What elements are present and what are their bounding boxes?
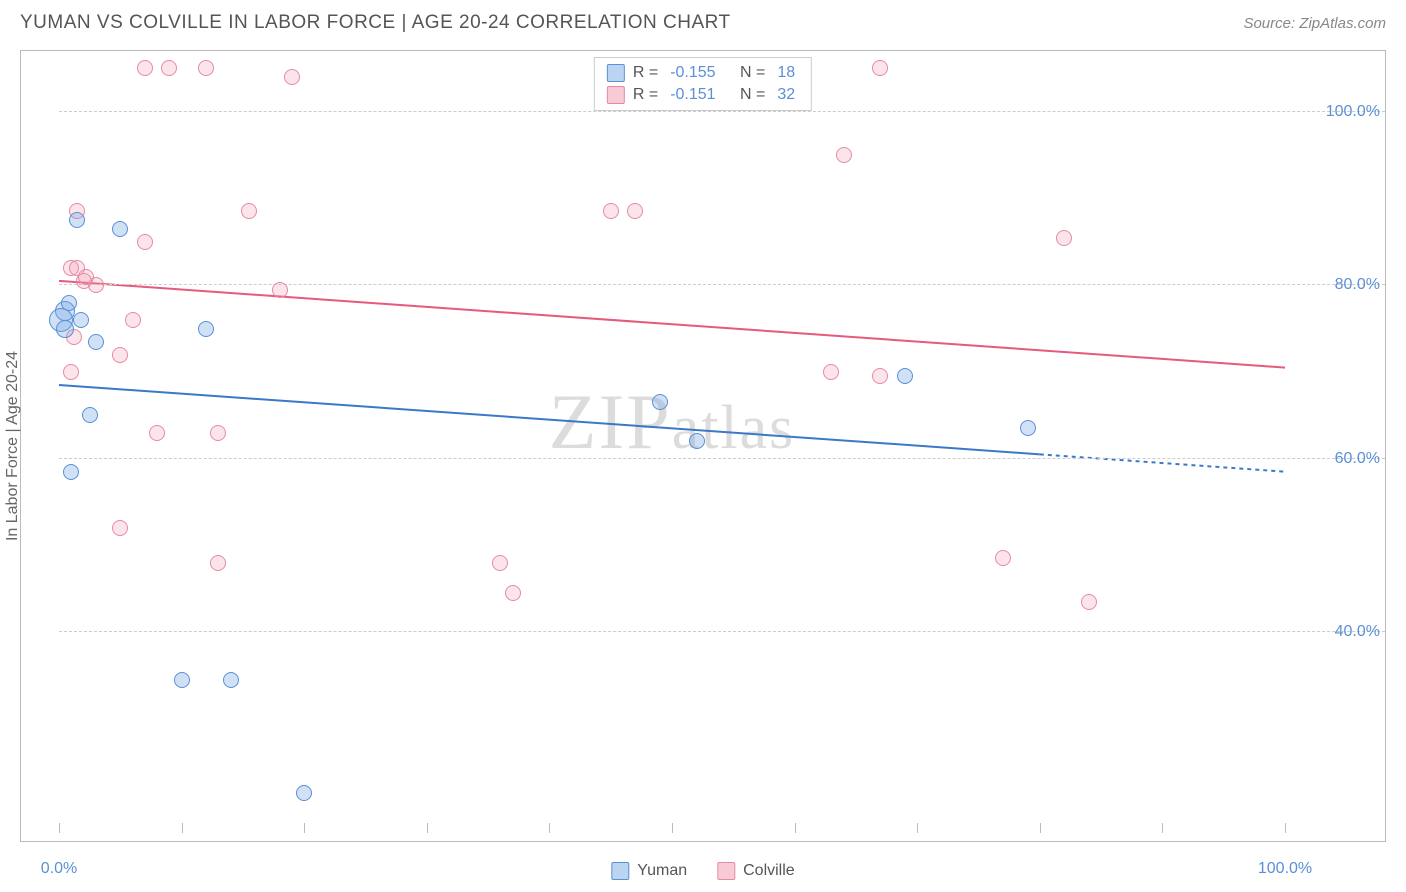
xtick — [1285, 823, 1286, 833]
colville-point — [112, 347, 128, 363]
xtick — [795, 823, 796, 833]
yuman-point — [897, 368, 913, 384]
xtick — [917, 823, 918, 833]
yuman-point — [652, 394, 668, 410]
colville-point — [1056, 230, 1072, 246]
colville-n-value: 32 — [773, 86, 799, 104]
colville-swatch-icon — [607, 86, 625, 104]
colville-point — [63, 364, 79, 380]
trend-line — [59, 281, 1285, 368]
xtick — [549, 823, 550, 833]
r-label: R = — [633, 64, 658, 82]
colville-point — [161, 60, 177, 76]
colville-point — [137, 234, 153, 250]
colville-point — [210, 555, 226, 571]
chart-title: YUMAN VS COLVILLE IN LABOR FORCE | AGE 2… — [20, 12, 731, 34]
yuman-point — [1020, 420, 1036, 436]
yuman-point — [63, 464, 79, 480]
n-label: N = — [740, 64, 765, 82]
yuman-point — [296, 785, 312, 801]
yuman-r-value: -0.155 — [666, 64, 719, 82]
colville-point — [198, 60, 214, 76]
colville-point — [823, 364, 839, 380]
yuman-point — [61, 295, 77, 311]
xtick — [182, 823, 183, 833]
yuman-swatch-icon — [607, 64, 625, 82]
xtick — [1162, 823, 1163, 833]
chart-container: In Labor Force | Age 20-24 ZIPatlas 40.0… — [20, 50, 1386, 842]
colville-point — [836, 147, 852, 163]
y-axis-label: In Labor Force | Age 20-24 — [4, 351, 22, 541]
colville-point — [603, 203, 619, 219]
legend-label-yuman: Yuman — [637, 862, 687, 880]
xtick — [672, 823, 673, 833]
source-attribution: Source: ZipAtlas.com — [1243, 15, 1386, 32]
stats-row-colville: R = -0.151 N = 32 — [607, 84, 799, 106]
ytick-label: 100.0% — [1290, 103, 1380, 121]
yuman-point — [198, 321, 214, 337]
ytick-label: 80.0% — [1290, 276, 1380, 294]
gridline — [59, 284, 1385, 285]
yuman-n-value: 18 — [773, 64, 799, 82]
colville-point — [872, 60, 888, 76]
yuman-point — [689, 433, 705, 449]
colville-point — [284, 69, 300, 85]
colville-point — [492, 555, 508, 571]
colville-point — [78, 269, 94, 285]
bottom-legend: Yuman Colville — [611, 862, 794, 880]
colville-point — [995, 550, 1011, 566]
xtick — [59, 823, 60, 833]
yuman-point — [174, 672, 190, 688]
trend-lines-svg — [59, 51, 1285, 823]
xtick — [427, 823, 428, 833]
yuman-point — [223, 672, 239, 688]
xtick — [304, 823, 305, 833]
xtick — [1040, 823, 1041, 833]
legend-label-colville: Colville — [743, 862, 795, 880]
yuman-point — [56, 320, 74, 338]
colville-point — [1081, 594, 1097, 610]
colville-point — [872, 368, 888, 384]
legend-item-yuman: Yuman — [611, 862, 687, 880]
yuman-swatch-icon — [611, 862, 629, 880]
gridline — [59, 458, 1385, 459]
trend-line — [59, 385, 1040, 454]
xtick-label: 0.0% — [41, 860, 77, 878]
stats-legend-box: R = -0.155 N = 18 R = -0.151 N = 32 — [594, 57, 812, 111]
gridline — [59, 631, 1385, 632]
yuman-point — [88, 334, 104, 350]
yuman-point — [112, 221, 128, 237]
legend-item-colville: Colville — [717, 862, 795, 880]
yuman-point — [69, 212, 85, 228]
colville-point — [505, 585, 521, 601]
ytick-label: 60.0% — [1290, 450, 1380, 468]
yuman-point — [82, 407, 98, 423]
colville-point — [241, 203, 257, 219]
ytick-label: 40.0% — [1290, 623, 1380, 641]
chart-header: YUMAN VS COLVILLE IN LABOR FORCE | AGE 2… — [0, 0, 1406, 42]
colville-point — [125, 312, 141, 328]
stats-row-yuman: R = -0.155 N = 18 — [607, 62, 799, 84]
yuman-point — [73, 312, 89, 328]
n-label: N = — [740, 86, 765, 104]
colville-point — [112, 520, 128, 536]
r-label: R = — [633, 86, 658, 104]
xtick-label: 100.0% — [1258, 860, 1312, 878]
colville-point — [210, 425, 226, 441]
colville-point — [137, 60, 153, 76]
colville-point — [272, 282, 288, 298]
plot-area: ZIPatlas 40.0%60.0%80.0%100.0%0.0%100.0% — [59, 51, 1285, 823]
colville-point — [149, 425, 165, 441]
colville-r-value: -0.151 — [666, 86, 719, 104]
colville-point — [627, 203, 643, 219]
colville-swatch-icon — [717, 862, 735, 880]
